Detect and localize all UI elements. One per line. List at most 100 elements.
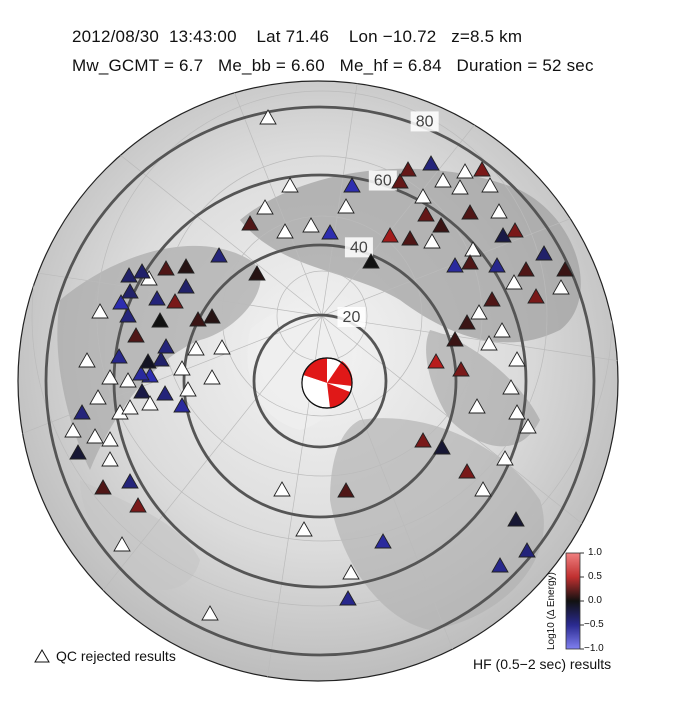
station-rejected xyxy=(508,351,526,367)
station-marker xyxy=(69,444,87,460)
focal-mechanism xyxy=(301,357,353,409)
station-marker xyxy=(152,351,170,367)
station-rejected xyxy=(179,381,197,397)
station-rejected xyxy=(480,335,498,351)
station-marker xyxy=(446,331,464,347)
station-rejected xyxy=(337,198,355,214)
station-rejected xyxy=(256,199,274,215)
station-marker xyxy=(177,258,195,274)
me-hf: Me_hf = 6.84 xyxy=(339,56,442,75)
station-marker xyxy=(127,327,145,343)
magnitude-line: Mw_GCMT = 6.7 Me_bb = 6.60 Me_hf = 6.84 … xyxy=(72,56,594,76)
event-depth: z=8.5 km xyxy=(451,27,523,46)
station-rejected xyxy=(474,481,492,497)
station-rejected xyxy=(141,395,159,411)
station-rejected xyxy=(464,241,482,257)
station-rejected xyxy=(519,418,537,434)
station-rejected xyxy=(119,372,137,388)
station-marker xyxy=(458,463,476,479)
station-marker xyxy=(177,278,195,294)
meridian-line xyxy=(321,81,585,317)
colorbar-title: Log10 (Δ Energy) xyxy=(546,572,557,650)
station-rejected xyxy=(490,203,508,219)
station-marker xyxy=(119,307,137,323)
station-marker xyxy=(507,511,525,527)
distance-ring xyxy=(44,105,596,657)
station-marker xyxy=(139,353,157,369)
meridian-line xyxy=(18,252,323,317)
station-marker xyxy=(535,245,553,261)
station-rejected xyxy=(64,422,82,438)
station-marker xyxy=(491,557,509,573)
station-marker xyxy=(129,497,147,513)
station-rejected xyxy=(203,369,221,385)
station-marker xyxy=(189,311,207,327)
station-rejected xyxy=(493,322,511,338)
station-marker xyxy=(374,533,392,549)
station-marker xyxy=(506,222,524,238)
station-marker xyxy=(73,404,91,420)
station-marker xyxy=(452,361,470,377)
station-marker xyxy=(391,173,409,189)
station-marker xyxy=(337,482,355,498)
distance-ring xyxy=(252,313,388,449)
station-rejected xyxy=(468,398,486,414)
colorbar xyxy=(565,552,584,650)
station-rejected xyxy=(281,177,299,193)
event-header: 2012/08/30 13:43:00 Lat 71.46 Lon −10.72… xyxy=(0,0,680,90)
station-marker xyxy=(157,260,175,276)
station-rejected xyxy=(470,304,488,320)
duration: Duration = 52 sec xyxy=(456,56,594,75)
ring-label-bg xyxy=(337,307,366,328)
qc-legend: QC rejected results xyxy=(34,648,176,664)
colorbar-tick-1: 1.0 xyxy=(588,547,602,558)
station-marker xyxy=(132,365,150,381)
station-rejected xyxy=(451,179,469,195)
station-rejected xyxy=(86,428,104,444)
station-rejected xyxy=(481,177,499,193)
station-rejected xyxy=(456,163,474,179)
ring-label-bg xyxy=(368,170,397,191)
station-marker xyxy=(473,161,491,177)
station-marker xyxy=(427,353,445,369)
station-rejected xyxy=(91,303,109,319)
colorbar-tick-2: 0.5 xyxy=(588,571,602,582)
station-marker xyxy=(401,230,419,246)
station-marker xyxy=(527,288,545,304)
station-marker xyxy=(157,338,175,354)
station-marker xyxy=(414,432,432,448)
qc-legend-label: QC rejected results xyxy=(56,648,176,664)
event-date: 2012/08/30 xyxy=(72,27,160,46)
event-lat: Lat 71.46 xyxy=(256,27,330,46)
meridian-line xyxy=(168,81,323,317)
station-marker xyxy=(151,312,169,328)
station-marker xyxy=(458,314,476,330)
station-rejected xyxy=(508,404,526,420)
station-marker xyxy=(399,161,417,177)
distance-ring xyxy=(182,243,458,519)
station-marker xyxy=(133,263,151,279)
me-bb: Me_bb = 6.60 xyxy=(218,56,325,75)
station-rejected xyxy=(423,233,441,249)
station-rejected xyxy=(496,450,514,466)
event-lon: Lon −10.72 xyxy=(348,27,437,46)
station-marker xyxy=(156,385,174,401)
hf-legend-label: HF (0.5−2 sec) results xyxy=(473,656,612,672)
station-marker xyxy=(517,261,535,277)
station-markers xyxy=(64,109,574,621)
station-rejected xyxy=(113,536,131,552)
colorbar-tick-4: −0.5 xyxy=(584,619,604,630)
station-rejected xyxy=(187,340,205,356)
station-marker xyxy=(422,155,440,171)
station-rejected xyxy=(276,223,294,239)
mw-gcmt: Mw_GCMT = 6.7 xyxy=(72,56,204,75)
station-rejected xyxy=(552,279,570,295)
station-rejected xyxy=(295,521,313,537)
station-marker xyxy=(94,479,112,495)
station-rejected xyxy=(89,389,107,405)
open-triangle-icon xyxy=(34,649,50,663)
station-marker xyxy=(518,542,536,558)
station-marker xyxy=(461,204,479,220)
station-rejected xyxy=(101,369,119,385)
event-time: 13:43:00 xyxy=(168,27,237,46)
